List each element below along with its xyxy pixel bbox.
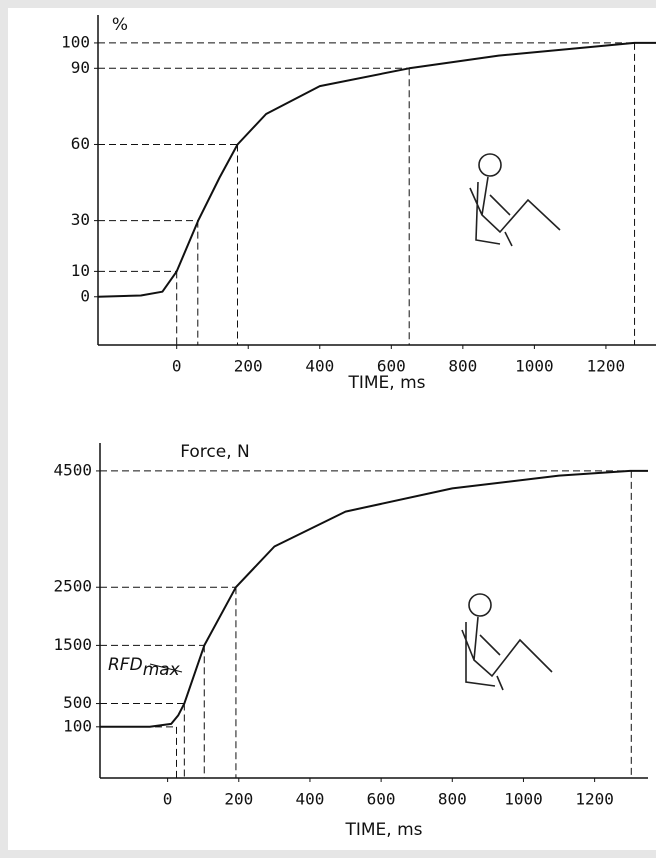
annotation-arrow	[149, 663, 183, 673]
y-tick-label: 100	[61, 32, 90, 51]
y-tick-label: 100	[63, 716, 92, 735]
x-tick-label: 800	[438, 790, 467, 809]
x-tick-label: 600	[367, 790, 396, 809]
x-axis-label: TIME, ms	[344, 820, 422, 840]
seated-figure	[469, 153, 561, 247]
x-tick-label: 0	[172, 357, 182, 376]
x-tick-label: 200	[224, 790, 253, 809]
x-tick-label: 1000	[504, 790, 543, 809]
y-tick-label: 90	[71, 58, 90, 77]
y-tick-label: 60	[71, 134, 90, 153]
curve	[97, 41, 656, 298]
y-tick-label: 2500	[53, 577, 92, 596]
y-axis-label: %	[112, 15, 128, 35]
x-tick-label: 1200	[587, 357, 626, 376]
x-tick-label: 600	[377, 357, 406, 376]
panel	[8, 8, 656, 850]
y-tick-label: 30	[71, 210, 90, 229]
x-tick-label: 400	[295, 790, 324, 809]
y-tick-label: 4500	[53, 460, 92, 479]
x-tick-label: 400	[305, 357, 334, 376]
y-tick-label: 1500	[53, 635, 92, 654]
x-tick-label: 800	[448, 357, 477, 376]
seated-figure	[461, 593, 553, 691]
y-tick-label: 10	[71, 261, 90, 280]
x-axis-label: TIME, ms	[347, 373, 425, 393]
x-tick-label: 0	[163, 790, 173, 809]
y-axis-label: Force, N	[180, 442, 250, 462]
curve	[100, 469, 648, 728]
x-tick-label: 1200	[575, 790, 614, 809]
y-tick-label: 0	[80, 286, 90, 305]
annotation-text: RFD	[108, 655, 143, 675]
x-tick-label: 200	[234, 357, 263, 376]
y-tick-label: 500	[63, 693, 92, 712]
x-tick-label: 1000	[515, 357, 554, 376]
